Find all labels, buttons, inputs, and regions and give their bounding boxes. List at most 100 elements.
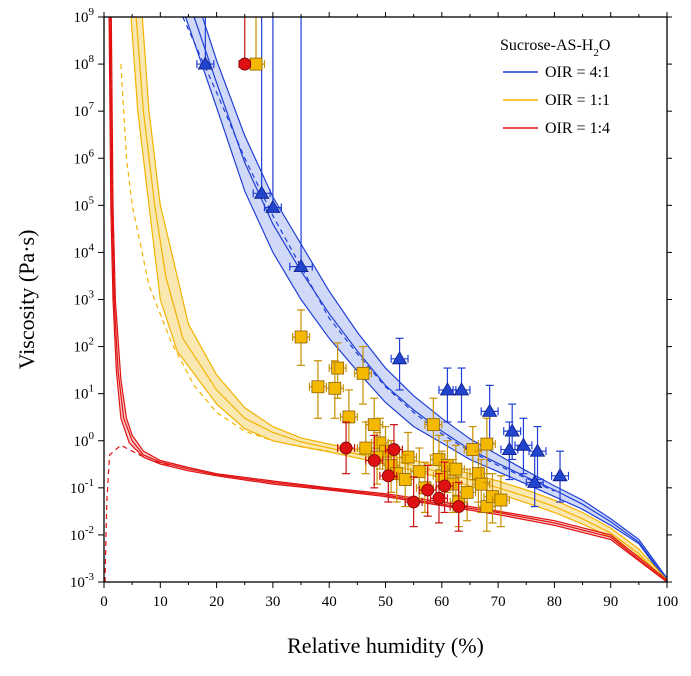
y-tick-base: 10 (74, 293, 89, 309)
triangle-marker (391, 351, 408, 365)
y-tick-exponent: 5 (89, 194, 95, 206)
square-marker (426, 418, 440, 432)
y-tick-exponent: 8 (89, 53, 95, 65)
triangle-marker (293, 258, 309, 272)
y-tick-label: 100 (74, 430, 95, 450)
square-marker (460, 485, 474, 499)
triangle-marker (197, 56, 214, 70)
circle-marker (381, 469, 395, 483)
model-curve-2-dashed_high (109, 17, 116, 300)
x-tick-label: 70 (491, 594, 506, 610)
square-marker (328, 381, 342, 395)
y-tick-label: 102 (74, 336, 95, 356)
legend-title-end: O (599, 37, 611, 54)
y-tick-exponent: 2 (89, 336, 95, 348)
y-tick-label: 109 (74, 6, 95, 26)
triangle-marker (439, 382, 456, 396)
circle-marker (238, 57, 252, 71)
series-0-point-3 (289, 17, 313, 272)
y-tick-label: 101 (74, 383, 95, 403)
series-1-point-6 (339, 389, 358, 449)
y-tick-base: 10 (74, 387, 89, 403)
circle-marker (438, 479, 452, 493)
data-points (196, 17, 570, 532)
triangle-marker (515, 437, 532, 451)
square-marker (359, 441, 373, 455)
x-axis-title: Relative humidity (%) (287, 633, 484, 658)
axis-tick-labels: 0 10 20 30 40 50 60 70 80 90 100109108107106105104… (70, 6, 678, 610)
y-axis-title: Viscosity (Pa·s) (14, 230, 39, 370)
legend-title-main: Sucrose-AS-H (500, 37, 594, 54)
series-0-point-10 (514, 417, 533, 475)
circle-marker (339, 441, 353, 455)
series-0-point-5 (438, 367, 457, 423)
y-tick-label: 105 (74, 194, 95, 214)
y-tick-base: 10 (70, 575, 85, 591)
y-tick-label: 10-1 (70, 477, 94, 497)
legend-title: Sucrose-AS-H2O (500, 37, 610, 59)
circle-marker (387, 443, 401, 456)
circle-marker (452, 500, 466, 513)
series-0-point-6 (452, 367, 471, 423)
y-tick-base: 10 (74, 434, 89, 450)
triangle-marker (526, 474, 543, 488)
square-marker (449, 462, 463, 476)
series-0-point-9 (500, 421, 519, 481)
series-1-point-18 (424, 397, 443, 456)
series-2-point-2 (365, 434, 384, 489)
legend-entry-label: OIR = 4:1 (545, 64, 610, 81)
series-1-point-5 (353, 345, 373, 405)
series-0-point-12 (525, 454, 544, 508)
y-tick-label: 10-2 (70, 524, 94, 544)
series-1-point-32 (491, 475, 510, 528)
series-0-point-7 (480, 384, 499, 444)
x-tick-label: 20 (209, 594, 224, 610)
triangle-marker (552, 468, 568, 482)
y-tick-exponent: -2 (85, 524, 94, 536)
triangle-marker (453, 382, 470, 396)
series-0-point-2 (263, 17, 282, 213)
legend-entry-label: OIR = 1:4 (545, 120, 610, 137)
y-tick-base: 10 (74, 151, 89, 167)
x-tick-label: 50 (378, 594, 393, 610)
square-marker (412, 465, 426, 479)
square-marker (494, 493, 508, 507)
square-marker (311, 380, 325, 394)
y-tick-label: 104 (74, 241, 95, 261)
series-0-point-1 (252, 17, 271, 199)
series-1-point-4 (308, 360, 327, 419)
y-tick-exponent: 7 (89, 100, 95, 112)
triangle-marker (504, 423, 520, 437)
y-tick-base: 10 (74, 245, 89, 261)
series-2-point-5 (404, 476, 423, 528)
series-0-point-0 (196, 17, 215, 70)
square-marker (401, 450, 415, 464)
square-marker (466, 443, 480, 456)
legend-title-sub: 2 (593, 47, 599, 59)
y-tick-base: 10 (70, 528, 85, 544)
triangle-marker (265, 199, 281, 213)
square-marker (474, 477, 488, 491)
square-marker (294, 330, 308, 344)
model-curve-0-dashed (182, 17, 555, 492)
series-2-point-0 (238, 17, 252, 71)
y-tick-base: 10 (70, 481, 85, 497)
square-marker (480, 437, 494, 451)
series-1-point-8 (356, 421, 375, 475)
series-0-point-13 (550, 450, 570, 503)
y-tick-base: 10 (74, 10, 89, 26)
y-tick-label: 107 (74, 100, 95, 120)
series-1-point-29 (477, 417, 496, 475)
series-2-point-4 (379, 450, 398, 503)
y-tick-exponent: 3 (89, 289, 95, 301)
model-curve-2-dashed_low (104, 444, 172, 582)
y-tick-base: 10 (74, 340, 89, 356)
x-tick-label: 40 (322, 594, 337, 610)
model-curve-0-upper (201, 17, 667, 579)
series-1-point-1 (292, 309, 311, 366)
legend-entry-label: OIR = 1:1 (545, 92, 610, 109)
y-tick-exponent: -3 (85, 571, 95, 583)
square-marker (342, 410, 356, 424)
y-tick-label: 108 (74, 53, 95, 73)
